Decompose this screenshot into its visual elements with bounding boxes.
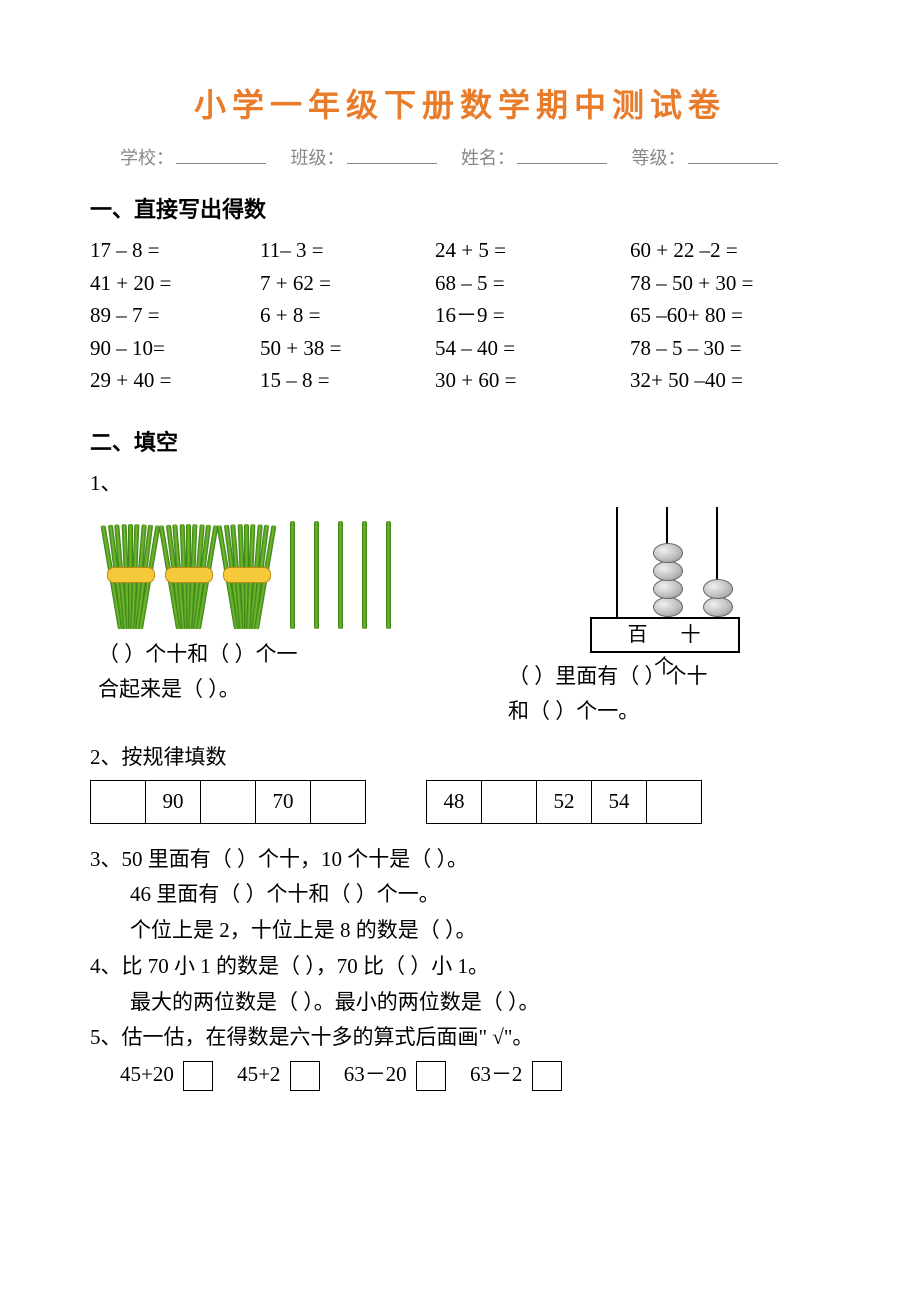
section2-heading: 二、填空 [90,425,830,457]
single-stick [314,521,319,629]
check-box[interactable] [532,1061,562,1091]
math-cell: 89 – 7 = [90,299,260,332]
q5-choices: 45+20 45+2 63－20 63－2 [90,1058,830,1091]
q4-line1: 4、比 70 小 1 的数是（ ），70 比（ ）小 1。 [90,949,830,985]
math-cell: 17 – 8 = [90,234,260,267]
single-stick [386,521,391,629]
q5-line1: 5、估一估，在得数是六十多的算式后面画" √"。 [90,1020,830,1056]
stick-bundle [226,519,268,629]
abacus-bead [653,579,683,599]
math-cell: 68 – 5 = [435,267,630,300]
check-box[interactable] [183,1061,213,1091]
q5-expression: 45+20 [120,1062,179,1086]
sequence-cell[interactable]: 70 [256,780,311,823]
math-cell: 90 – 10= [90,332,260,365]
math-cell: 15 – 8 = [260,364,435,397]
math-cell: 54 – 40 = [435,332,630,365]
sequence-cell[interactable]: 52 [537,780,592,823]
math-cell: 29 + 40 = [90,364,260,397]
math-cell: 24 + 5 = [435,234,630,267]
sequence-cell[interactable] [647,780,702,823]
abacus-figure: 百 十 个 [570,503,760,653]
q5-expression: 63－20 [344,1062,412,1086]
check-box[interactable] [416,1061,446,1091]
q3-line1: 3、50 里面有（ ）个十，10 个十是（ ）。 [90,842,830,878]
page-title: 小学一年级下册数学期中测试卷 [90,80,830,126]
math-cell: 30 + 60 = [435,364,630,397]
grade-blank[interactable] [688,145,778,164]
school-label: 学校： [120,148,174,168]
abacus-rod [666,507,668,617]
math-cell: 41 + 20 = [90,267,260,300]
sequence-cell[interactable] [91,780,146,823]
q1-label: 1、 [90,467,830,497]
math-cell: 6 + 8 = [260,299,435,332]
abacus-bead [703,597,733,617]
q5-expression: 45+2 [237,1062,286,1086]
grade-label: 等级： [632,148,686,168]
student-info-line: 学校： 班级： 姓名： 等级： [90,144,830,170]
q2-label: 2、按规律填数 [90,740,830,776]
single-stick [362,521,367,629]
sequence-cell[interactable] [201,780,256,823]
math-cell: 78 – 5 – 30 = [630,332,830,365]
check-box[interactable] [290,1061,320,1091]
arithmetic-grid: 17 – 8 = 11– 3 = 24 + 5 = 60 + 22 –2 = 4… [90,234,830,397]
sequence-cell[interactable]: 48 [427,780,482,823]
sequence-table-a: 90 70 [90,780,366,824]
sequence-cell[interactable] [311,780,366,823]
stick-bundle [168,519,210,629]
q3-line2: 46 里面有（ ）个十和（ ）个一。 [90,877,830,913]
class-label: 班级： [291,148,345,168]
sticks-figure [110,509,480,629]
math-cell: 78 – 50 + 30 = [630,267,830,300]
math-cell: 32+ 50 –40 = [630,364,830,397]
math-cell: 7 + 62 = [260,267,435,300]
math-cell: 16－9 = [435,299,630,332]
q4-line2: 最大的两位数是（ ）。最小的两位数是（ ）。 [90,985,830,1021]
school-blank[interactable] [176,145,266,164]
name-blank[interactable] [517,145,607,164]
sticks-caption-l1: （ ）个十和（ ）个一 [90,637,480,673]
q5-expression: 63－2 [470,1062,528,1086]
name-label: 姓名： [461,148,515,168]
sticks-caption-l2: 合起来是（ ）。 [90,672,480,708]
math-cell: 50 + 38 = [260,332,435,365]
abacus-bead [653,561,683,581]
abacus-rod [716,507,718,617]
abacus-base-labels: 百 十 个 [590,617,740,653]
abacus-bead [653,597,683,617]
stick-bundle [110,519,152,629]
abacus-caption-l2: 和（ ）个一。 [500,694,830,730]
sequence-cell[interactable]: 54 [592,780,647,823]
sequence-table-b: 48 5254 [426,780,702,824]
sequence-cell[interactable]: 90 [146,780,201,823]
abacus-rod [616,507,618,617]
class-blank[interactable] [347,145,437,164]
math-cell: 60 + 22 –2 = [630,234,830,267]
q3-line3: 个位上是 2，十位上是 8 的数是（ ）。 [90,913,830,949]
abacus-bead [653,543,683,563]
section1-heading: 一、直接写出得数 [90,192,830,224]
single-stick [338,521,343,629]
single-stick [290,521,295,629]
math-cell: 65 –60+ 80 = [630,299,830,332]
math-cell: 11– 3 = [260,234,435,267]
abacus-bead [703,579,733,599]
sequence-cell[interactable] [482,780,537,823]
